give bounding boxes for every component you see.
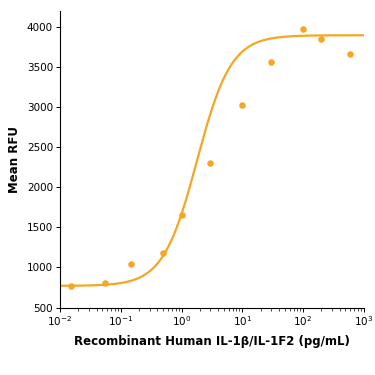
- Point: [102, 280, 108, 286]
- Point: [68, 283, 74, 289]
- Point: [207, 160, 213, 166]
- Y-axis label: Mean RFU: Mean RFU: [8, 126, 21, 193]
- Point: [268, 59, 274, 65]
- Point: [239, 102, 245, 108]
- Point: [347, 51, 353, 57]
- Point: [318, 36, 324, 42]
- Point: [300, 26, 306, 32]
- Point: [129, 261, 135, 267]
- X-axis label: Recombinant Human IL-1β/IL-1F2 (pg/mL): Recombinant Human IL-1β/IL-1F2 (pg/mL): [74, 335, 350, 348]
- Point: [178, 212, 184, 218]
- Point: [160, 251, 166, 257]
